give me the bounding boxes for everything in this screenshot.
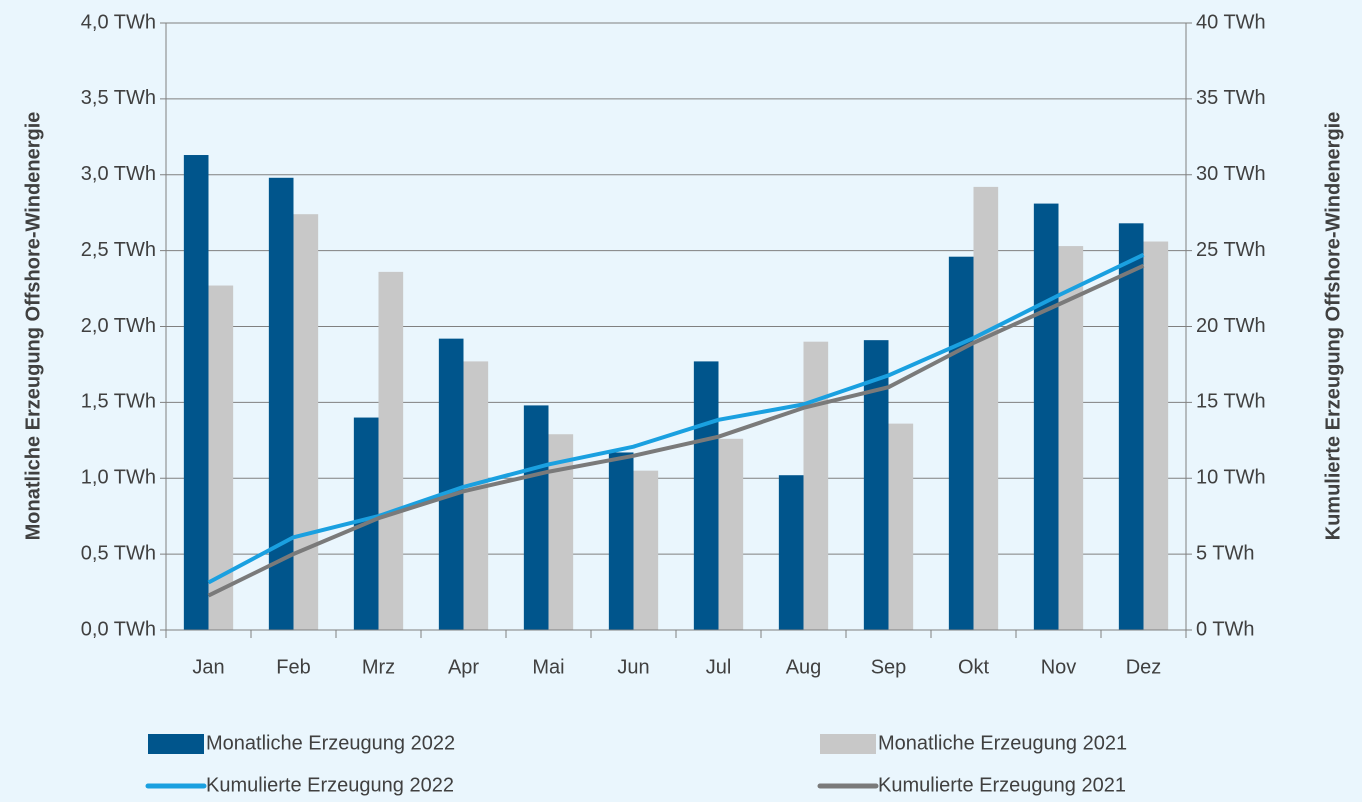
- legend-label: Monatliche Erzeugung 2021: [878, 732, 1127, 754]
- x-tick-label: Sep: [871, 656, 907, 678]
- y2-tick-label: 15 TWh: [1196, 391, 1266, 413]
- y-tick-label: 1,5 TWh: [81, 391, 156, 413]
- x-tick-label: Jun: [617, 656, 649, 678]
- y2-tick-label: 0 TWh: [1196, 618, 1255, 640]
- y-tick-label: 3,0 TWh: [81, 163, 156, 185]
- bar: [778, 475, 804, 630]
- x-tick-label: Dez: [1126, 656, 1162, 678]
- bar: [293, 214, 319, 630]
- x-tick-label: Mrz: [362, 656, 395, 678]
- x-tick-label: Okt: [958, 656, 990, 678]
- y2-tick-label: 35 TWh: [1196, 87, 1266, 109]
- bar: [718, 438, 744, 630]
- bar: [378, 271, 404, 630]
- y-axis-title: Monatliche Erzeugung Offshore-Windenergi…: [22, 112, 44, 541]
- x-tick-label: Feb: [276, 656, 310, 678]
- bar: [1033, 203, 1059, 630]
- line: [207, 252, 1145, 585]
- legend-label: Kumulierte Erzeugung 2021: [878, 774, 1126, 796]
- bar: [693, 361, 719, 630]
- y-tick-label: 2,0 TWh: [81, 315, 156, 337]
- y2-tick-label: 40 TWh: [1196, 11, 1266, 33]
- x-tick-label: Nov: [1041, 656, 1077, 678]
- y-tick-label: 0,0 TWh: [81, 618, 156, 640]
- bar: [888, 423, 914, 630]
- y-tick-label: 0,5 TWh: [81, 542, 156, 564]
- x-tick-label: Jan: [192, 656, 224, 678]
- bar: [463, 361, 489, 630]
- y2-axis-title: Kumulierte Erzeugung Offshore-Windenergi…: [1322, 112, 1344, 541]
- legend-swatch: [148, 734, 204, 754]
- y2-tick-label: 5 TWh: [1196, 542, 1255, 564]
- bar: [1143, 241, 1169, 630]
- legend-label: Monatliche Erzeugung 2022: [206, 732, 455, 754]
- legend-label: Kumulierte Erzeugung 2022: [206, 774, 454, 796]
- y-tick-label: 2,5 TWh: [81, 239, 156, 261]
- x-tick-label: Jul: [706, 656, 732, 678]
- y-tick-label: 1,0 TWh: [81, 467, 156, 489]
- bar: [183, 155, 209, 630]
- bar: [523, 405, 549, 630]
- y-tick-label: 3,5 TWh: [81, 87, 156, 109]
- x-tick-label: Apr: [448, 656, 479, 678]
- bar: [803, 341, 829, 630]
- y2-tick-label: 20 TWh: [1196, 315, 1266, 337]
- legend-swatch: [820, 734, 876, 754]
- x-tick-label: Aug: [786, 656, 822, 678]
- bar: [973, 186, 999, 630]
- bar: [438, 338, 464, 630]
- x-tick-label: Mai: [532, 656, 564, 678]
- bar: [633, 470, 659, 630]
- y2-tick-label: 30 TWh: [1196, 163, 1266, 185]
- line: [207, 263, 1145, 598]
- bar: [1118, 223, 1144, 630]
- y2-tick-label: 25 TWh: [1196, 239, 1266, 261]
- bar: [608, 452, 634, 630]
- bar: [948, 256, 974, 630]
- y2-tick-label: 10 TWh: [1196, 467, 1266, 489]
- y-tick-label: 4,0 TWh: [81, 11, 156, 33]
- bar: [1058, 246, 1084, 630]
